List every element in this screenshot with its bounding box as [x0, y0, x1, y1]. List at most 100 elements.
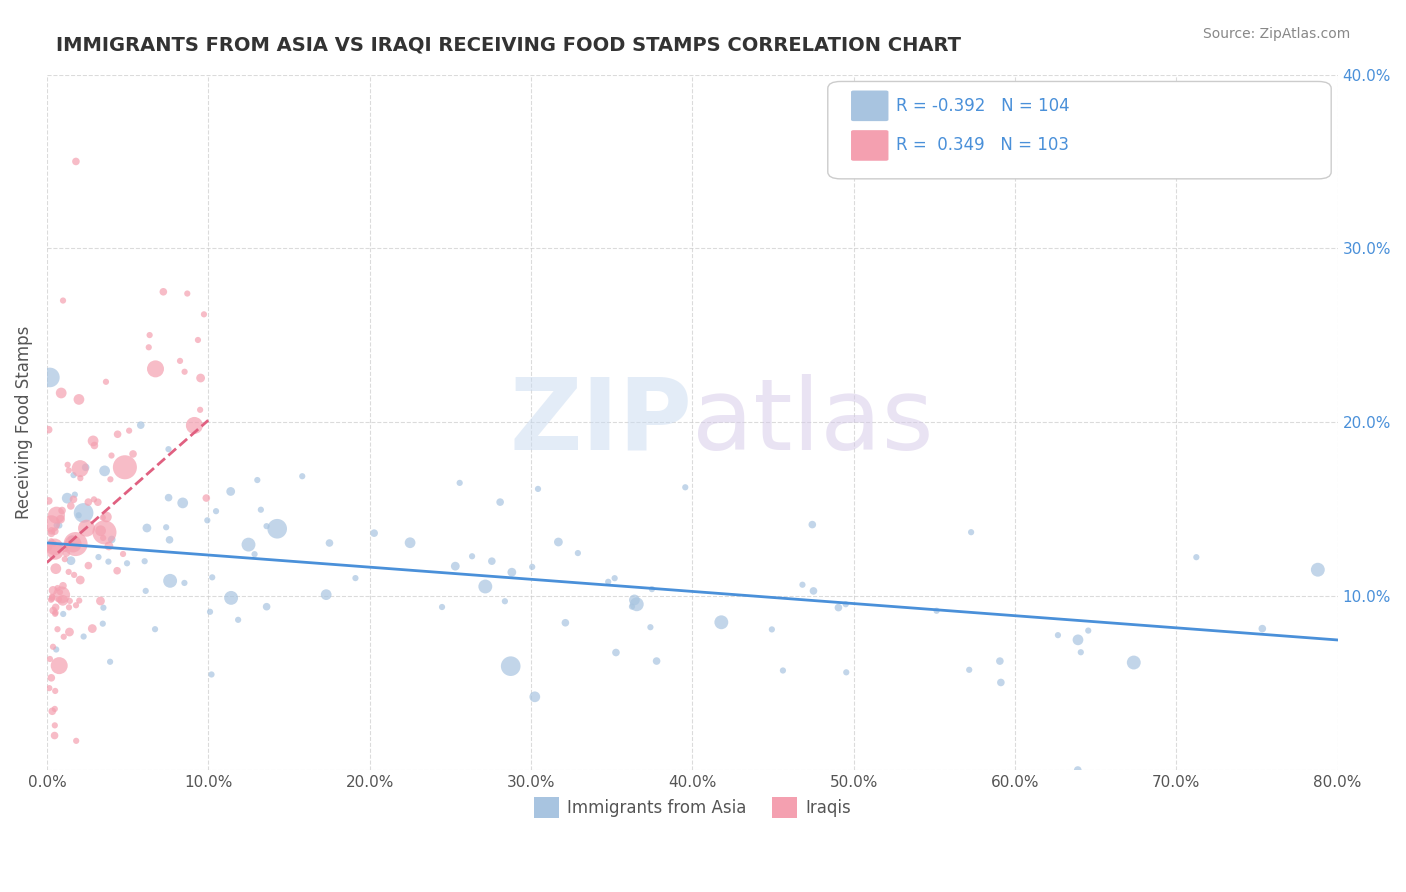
FancyBboxPatch shape [828, 81, 1331, 178]
Point [100, 533, 122, 547]
Point [1067, 763, 1090, 777]
Point [1185, 550, 1208, 565]
Point [87, 550, 110, 565]
Point [138, 340, 160, 354]
Point [1067, 632, 1090, 647]
Point [52, 293, 75, 308]
Point [62, 468, 84, 483]
Point [501, 565, 523, 579]
Point [266, 522, 288, 536]
Point [69, 573, 91, 587]
Point [494, 594, 516, 608]
Point [761, 623, 783, 637]
Point [44, 702, 66, 716]
Point [41, 526, 63, 541]
Point [75, 460, 97, 475]
Point [52, 630, 75, 644]
Point [195, 513, 218, 527]
Point [118, 424, 141, 438]
Point [45, 562, 67, 576]
Point [90, 524, 112, 538]
Point [39, 534, 62, 549]
Point [52, 593, 75, 607]
Text: atlas: atlas [692, 374, 934, 471]
Point [157, 442, 180, 457]
Point [65, 599, 87, 613]
Point [145, 362, 167, 376]
Point [547, 535, 569, 549]
Point [605, 646, 627, 660]
Point [620, 599, 643, 614]
Point [97, 555, 120, 569]
Point [38, 370, 60, 384]
Point [44, 544, 66, 558]
Text: IMMIGRANTS FROM ASIA VS IRAQI RECEIVING FOOD STAMPS CORRELATION CHART: IMMIGRANTS FROM ASIA VS IRAQI RECEIVING … [56, 36, 962, 54]
Point [190, 371, 212, 385]
Point [44, 718, 66, 732]
Point [835, 597, 858, 611]
Point [925, 604, 948, 618]
Point [60, 532, 83, 546]
Point [256, 599, 278, 614]
Point [135, 521, 157, 535]
Point [205, 504, 228, 518]
Point [195, 491, 218, 505]
Point [87, 495, 110, 509]
Point [499, 659, 522, 673]
Point [673, 480, 696, 494]
Point [91, 616, 114, 631]
Point [169, 354, 191, 368]
Point [157, 491, 180, 505]
Point [598, 574, 620, 589]
Point [176, 286, 198, 301]
Point [51, 503, 73, 517]
Point [63, 568, 86, 582]
Point [554, 615, 576, 630]
Point [152, 285, 174, 299]
Point [65, 537, 87, 551]
Point [39, 652, 62, 666]
Point [1070, 645, 1092, 659]
Point [318, 536, 340, 550]
Point [45, 642, 67, 657]
Legend: Immigrants from Asia, Iraqis: Immigrants from Asia, Iraqis [527, 790, 858, 824]
Point [69, 471, 91, 485]
Point [77, 495, 100, 509]
Point [72, 506, 94, 520]
Point [46, 622, 69, 636]
Point [67, 508, 90, 523]
Point [44, 729, 66, 743]
Point [38, 494, 60, 508]
Point [226, 613, 249, 627]
Point [1122, 656, 1144, 670]
Point [772, 664, 794, 678]
Point [53, 552, 76, 566]
Text: Source: ZipAtlas.com: Source: ZipAtlas.com [1202, 27, 1350, 41]
Point [48, 518, 70, 533]
Point [59, 499, 82, 513]
FancyBboxPatch shape [851, 90, 889, 121]
Point [42, 640, 65, 654]
Point [62, 537, 84, 551]
Point [98, 655, 121, 669]
Point [115, 556, 138, 570]
Point [44, 684, 66, 698]
Point [710, 615, 733, 630]
Point [623, 593, 645, 607]
Point [246, 473, 269, 487]
Point [67, 392, 90, 407]
Point [159, 574, 181, 588]
Point [990, 675, 1012, 690]
Point [82, 622, 104, 636]
Point [59, 554, 82, 568]
Point [960, 525, 983, 540]
Point [44, 524, 66, 539]
Point [62, 492, 84, 507]
Point [183, 418, 205, 433]
Point [93, 600, 115, 615]
FancyBboxPatch shape [851, 130, 889, 161]
Point [827, 600, 849, 615]
Point [315, 588, 337, 602]
Point [41, 591, 63, 606]
Point [53, 541, 76, 556]
